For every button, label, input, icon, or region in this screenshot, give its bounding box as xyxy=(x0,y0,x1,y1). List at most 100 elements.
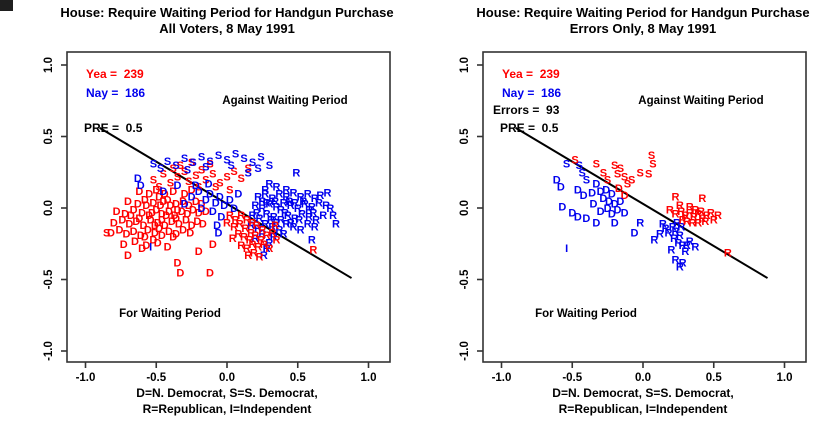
data-point-D: D xyxy=(164,194,172,206)
data-point-D: D xyxy=(145,189,153,201)
data-point-R: R xyxy=(697,206,705,218)
y-tick-label: -0.5 xyxy=(43,269,55,289)
data-point-D: D xyxy=(107,227,115,239)
data-point-S: S xyxy=(249,157,256,169)
data-point-R: R xyxy=(311,222,319,234)
data-point-R: R xyxy=(263,209,271,221)
data-point-D: D xyxy=(116,224,124,236)
data-point-S: S xyxy=(563,159,570,171)
data-point-D: D xyxy=(592,217,600,229)
data-point-R: R xyxy=(261,184,269,196)
data-point-R: R xyxy=(308,235,316,247)
data-point-D: D xyxy=(144,224,152,236)
data-point-R: R xyxy=(681,210,689,222)
data-point-R: R xyxy=(679,257,687,269)
data-point-D: D xyxy=(145,210,153,222)
region-label-against: Against Waiting Period xyxy=(638,95,764,107)
data-point-D: D xyxy=(130,226,138,238)
data-point-R: R xyxy=(665,227,673,239)
data-point-D: D xyxy=(188,184,196,196)
chart-title: House: Require Waiting Period for Handgu… xyxy=(60,5,394,20)
scatter-plot-all-voters: -1.0 -0.5 0.0 0.5 1.0-1.0-0.50.00.51.0D D D D D D… xyxy=(43,51,391,384)
data-point-D: D xyxy=(176,267,184,279)
data-point-D: D xyxy=(140,220,148,232)
data-point-S: S xyxy=(209,169,216,181)
data-point-D: D xyxy=(185,200,193,212)
data-point-R: R xyxy=(258,229,266,241)
data-point-D: D xyxy=(192,196,200,208)
y-tick-label: 0.5 xyxy=(459,128,471,145)
x-axis-caption-line1: D=N. Democrat, S=S. Democrat, xyxy=(552,386,734,400)
data-point-D: D xyxy=(179,196,187,208)
data-point-D: D xyxy=(169,186,177,198)
data-point-D: D xyxy=(557,182,565,194)
data-point-D: D xyxy=(580,190,588,202)
data-point-D: D xyxy=(152,204,160,216)
data-point-D: D xyxy=(614,204,622,216)
data-point-S: S xyxy=(238,173,245,185)
x-axis-caption-line1: D=N. Democrat, S=S. Democrat, xyxy=(136,386,318,400)
x-tick-label: 0.0 xyxy=(219,372,235,384)
data-point-R: R xyxy=(258,196,266,208)
data-point-D: D xyxy=(597,206,605,218)
classification-line xyxy=(515,127,769,279)
data-point-R: R xyxy=(305,204,313,216)
data-point-S: S xyxy=(206,156,213,168)
data-point-R: R xyxy=(662,223,670,235)
data-point-R: R xyxy=(691,242,699,254)
data-point-D: D xyxy=(165,226,173,238)
data-point-D: D xyxy=(611,217,619,229)
data-point-D: D xyxy=(151,220,159,232)
data-point-D: D xyxy=(159,186,167,198)
data-point-R: R xyxy=(261,219,269,231)
data-point-D: D xyxy=(188,192,196,204)
data-point-D: D xyxy=(604,203,612,215)
data-point-R: R xyxy=(297,224,305,236)
data-point-D: D xyxy=(113,206,121,218)
data-point-R: R xyxy=(308,202,316,214)
data-point-R: R xyxy=(298,209,306,221)
data-point-D: D xyxy=(608,209,616,221)
data-point-S: S xyxy=(177,160,184,172)
data-point-D: D xyxy=(138,207,146,219)
data-point-R: R xyxy=(332,219,340,231)
data-point-R: R xyxy=(287,217,295,229)
data-point-S: S xyxy=(160,169,167,181)
data-point-R: R xyxy=(254,242,262,254)
data-point-R: R xyxy=(309,245,317,257)
data-point-R: R xyxy=(305,212,313,224)
data-point-D: D xyxy=(179,224,187,236)
data-point-R: R xyxy=(673,217,681,229)
y-tick-label: -0.5 xyxy=(459,269,471,289)
data-point-R: R xyxy=(677,206,685,218)
data-point-R: R xyxy=(270,212,278,224)
data-point-R: R xyxy=(679,240,687,252)
data-point-D: D xyxy=(574,184,582,196)
data-point-D: D xyxy=(166,200,174,212)
data-point-D: D xyxy=(151,227,159,239)
data-point-R: R xyxy=(659,219,667,231)
data-point-S: S xyxy=(254,163,261,175)
data-point-D: D xyxy=(182,214,190,226)
data-point-D: D xyxy=(125,219,133,231)
plot-box xyxy=(66,51,391,363)
data-point-D: D xyxy=(181,199,189,211)
data-point-R: R xyxy=(656,229,664,241)
data-point-R: R xyxy=(311,193,319,205)
data-point-D: D xyxy=(158,214,166,226)
data-point-R: R xyxy=(256,213,264,225)
data-point-D: D xyxy=(198,199,206,211)
data-point-R: R xyxy=(268,193,276,205)
data-point-R: R xyxy=(284,210,292,222)
data-point-R: R xyxy=(304,219,312,231)
data-point-D: D xyxy=(189,204,197,216)
data-point-D: D xyxy=(131,236,139,248)
data-point-R: R xyxy=(254,192,262,204)
data-point-D: D xyxy=(611,199,619,211)
data-point-R: R xyxy=(297,192,305,204)
data-point-D: D xyxy=(157,200,165,212)
yea-count: Yea = 239 xyxy=(502,67,560,81)
data-point-D: D xyxy=(149,235,157,247)
data-point-R: R xyxy=(689,217,697,229)
